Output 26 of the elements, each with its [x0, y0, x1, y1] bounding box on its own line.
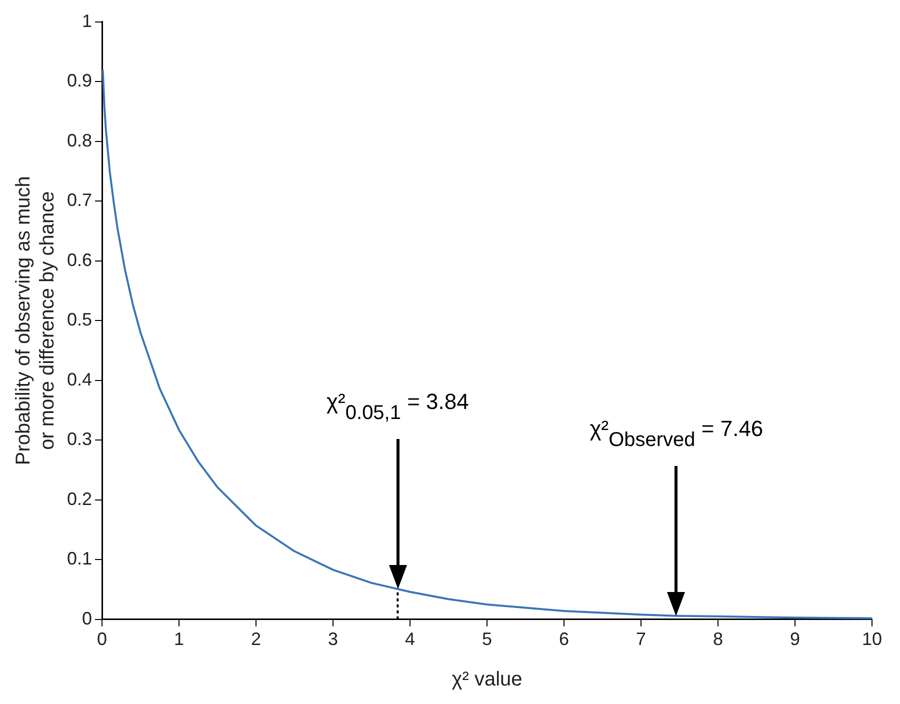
x-tick-label: 8: [712, 629, 724, 650]
x-tick-label: 2: [251, 629, 262, 650]
y-tick-label: 0.4: [66, 369, 92, 390]
y-tick-label: 0.1: [66, 548, 92, 569]
y-tick-label: 0.7: [66, 190, 92, 210]
y-tick-label: 0.8: [66, 130, 92, 150]
x-tick-label: 6: [559, 629, 570, 650]
y-tick-label: 1: [82, 10, 92, 31]
x-axis-title: χ² value: [452, 668, 522, 691]
x-tick-label: 3: [328, 629, 338, 650]
y-tick-label: 0.2: [66, 488, 92, 509]
y-tick-label: 0: [82, 608, 92, 628]
y-tick-label: 0.6: [66, 250, 92, 270]
y-tick-label: 0.5: [66, 310, 92, 330]
x-tick-label: 5: [482, 629, 492, 650]
x-tick-label: 4: [405, 629, 416, 650]
x-tick-label: 10: [862, 629, 882, 650]
y-tick-label: 0.9: [66, 70, 92, 91]
x-tick-label: 1: [174, 629, 184, 650]
annotation: χ²Observed = 7.46: [590, 416, 764, 451]
x-tick-label: 0: [97, 629, 108, 650]
annotation: χ²0.05,1 = 3.84: [326, 389, 469, 424]
x-tick-label: 9: [790, 629, 800, 650]
y-tick-label: 0.3: [66, 429, 92, 450]
y-axis-title: Probability of observing as much or more difference by chance: [12, 176, 59, 466]
x-tick-label: 7: [636, 629, 646, 650]
